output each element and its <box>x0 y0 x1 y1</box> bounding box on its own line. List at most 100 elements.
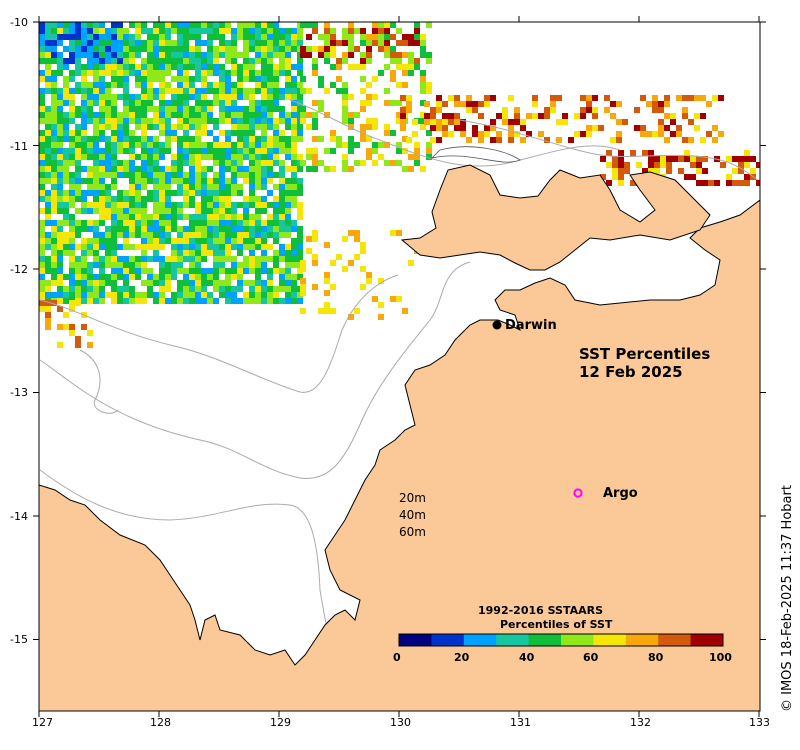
sst-pixel <box>201 88 207 94</box>
sst-pixel <box>57 88 63 94</box>
sst-pixel <box>141 268 147 274</box>
sst-pixel <box>177 112 183 118</box>
sst-pixel <box>219 148 225 154</box>
sst-pixel <box>189 64 195 70</box>
sst-pixel <box>51 160 57 166</box>
sst-pixel <box>690 162 696 168</box>
sst-pixel <box>117 292 123 298</box>
sst-pixel <box>414 58 420 64</box>
sst-pixel <box>81 52 87 58</box>
sst-pixel <box>318 82 324 88</box>
sst-pixel <box>472 101 478 107</box>
sst-pixel <box>231 34 237 40</box>
sst-pixel <box>87 330 93 336</box>
sst-pixel <box>291 46 297 52</box>
sst-pixel <box>147 292 153 298</box>
sst-pixel <box>171 268 177 274</box>
sst-pixel <box>135 82 141 88</box>
sst-pixel <box>720 162 726 168</box>
sst-pixel <box>478 113 484 119</box>
sst-pixel <box>436 95 442 101</box>
sst-pixel <box>81 76 87 82</box>
sst-pixel <box>183 280 189 286</box>
sst-pixel <box>69 94 75 100</box>
sst-pixel <box>225 118 231 124</box>
sst-pixel <box>231 244 237 250</box>
sst-pixel <box>285 178 291 184</box>
sst-pixel <box>285 124 291 130</box>
sst-pixel <box>171 88 177 94</box>
sst-pixel <box>285 142 291 148</box>
sst-pixel <box>243 46 249 52</box>
sst-pixel <box>225 196 231 202</box>
sst-pixel <box>300 46 306 52</box>
sst-pixel <box>183 82 189 88</box>
sst-pixel <box>231 106 237 112</box>
sst-pixel <box>87 286 93 292</box>
sst-pixel <box>261 286 267 292</box>
contour-inner <box>459 119 759 181</box>
land-tiwi-islands <box>430 146 521 163</box>
sst-pixel <box>297 208 303 214</box>
sst-pixel <box>261 250 267 256</box>
sst-pixel <box>99 46 105 52</box>
sst-pixel <box>249 112 255 118</box>
sst-pixel <box>372 94 378 100</box>
sst-pixel <box>111 58 117 64</box>
sst-pixel <box>414 28 420 34</box>
sst-pixel <box>117 58 123 64</box>
sst-pixel <box>267 70 273 76</box>
sst-pixel <box>171 178 177 184</box>
sst-pixel <box>219 244 225 250</box>
sst-pixel <box>165 70 171 76</box>
sst-pixel <box>75 286 81 292</box>
sst-pixel <box>390 160 396 166</box>
sst-pixel <box>141 184 147 190</box>
sst-pixel <box>243 280 249 286</box>
sst-pixel <box>93 250 99 256</box>
sst-pixel <box>360 100 366 106</box>
sst-pixel <box>544 107 550 113</box>
sst-pixel <box>654 168 660 174</box>
sst-pixel <box>666 162 672 168</box>
sst-pixel <box>147 40 153 46</box>
sst-pixel <box>372 148 378 154</box>
sst-pixel <box>249 172 255 178</box>
sst-pixel <box>502 119 508 125</box>
sst-pixel <box>201 178 207 184</box>
sst-pixel <box>285 250 291 256</box>
sst-pixel <box>532 101 538 107</box>
sst-pixel <box>93 256 99 262</box>
sst-pixel <box>502 113 508 119</box>
sst-pixel <box>147 52 153 58</box>
sst-pixel <box>414 142 420 148</box>
sst-pixel <box>666 156 672 162</box>
sst-pixel <box>664 137 670 143</box>
sst-pixel <box>147 58 153 64</box>
sst-pixel <box>177 34 183 40</box>
sst-pixel <box>249 70 255 76</box>
sst-pixel <box>99 208 105 214</box>
sst-pixel <box>123 274 129 280</box>
sst-pixel <box>342 166 348 172</box>
sst-pixel <box>195 166 201 172</box>
sst-pixel <box>243 256 249 262</box>
sst-pixel <box>123 34 129 40</box>
sst-pixel <box>243 226 249 232</box>
sst-pixel <box>249 154 255 160</box>
sst-pixel <box>75 64 81 70</box>
sst-pixel <box>237 106 243 112</box>
sst-pixel <box>117 118 123 124</box>
sst-pixel <box>135 226 141 232</box>
sst-pixel <box>69 280 75 286</box>
sst-pixel <box>390 22 396 28</box>
sst-pixel <box>147 148 153 154</box>
sst-pixel <box>249 40 255 46</box>
sst-pixel <box>718 131 724 137</box>
sst-pixel <box>285 46 291 52</box>
sst-pixel <box>676 95 682 101</box>
sst-pixel <box>279 208 285 214</box>
sst-pixel <box>87 52 93 58</box>
sst-pixel <box>87 342 93 348</box>
sst-pixel <box>81 250 87 256</box>
